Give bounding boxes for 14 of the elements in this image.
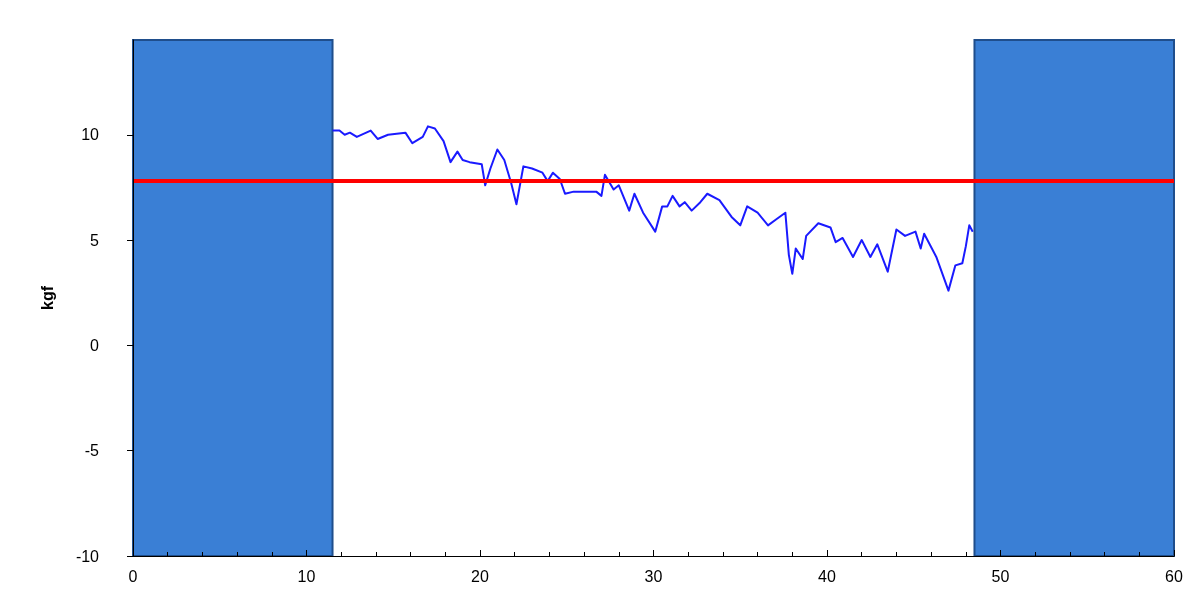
y-tick-label: 10: [81, 126, 100, 144]
x-tick-label: 20: [471, 567, 489, 585]
x-tick-label: 10: [297, 567, 316, 585]
x-tick-label: 0: [128, 567, 138, 585]
y-tick-label: 5: [90, 231, 100, 249]
x-tick-label: 50: [991, 567, 1010, 585]
x-tick-label: 40: [818, 567, 836, 585]
x-tick-label: 30: [644, 567, 663, 585]
y-tick-label: 0: [90, 336, 100, 354]
line-series: [331, 125, 974, 292]
y-tick-label: -5: [84, 442, 100, 460]
x-tick-label: 60: [1165, 567, 1183, 585]
y-axis-title: kgf: [38, 285, 56, 310]
y-tick-label: -10: [75, 547, 100, 565]
